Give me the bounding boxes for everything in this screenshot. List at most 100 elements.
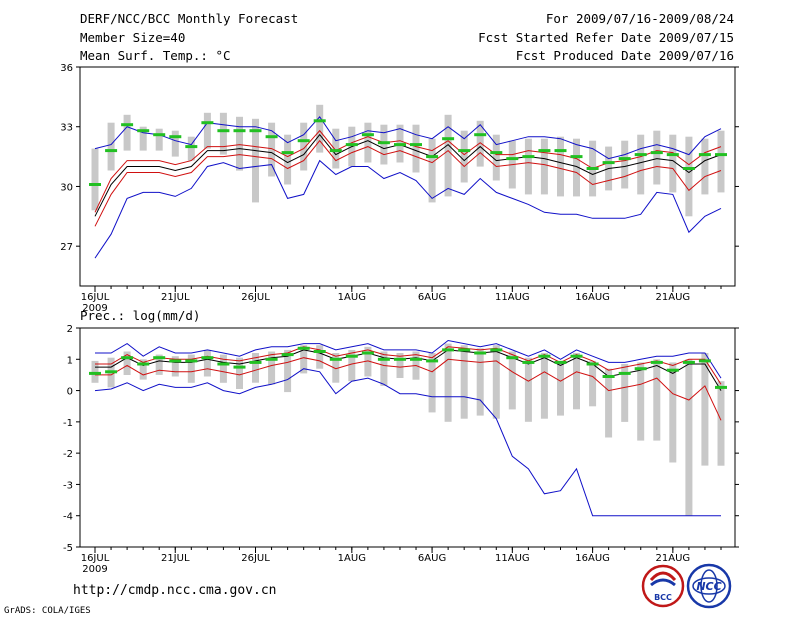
spread-box — [669, 134, 677, 193]
spread-box — [637, 134, 645, 195]
y-tick-label: -5 — [63, 543, 73, 554]
spread-box — [685, 136, 693, 217]
spread-box — [653, 130, 661, 185]
spread-box — [268, 351, 276, 385]
x-tick-label: 16JUL — [81, 292, 110, 303]
spread-box — [460, 345, 468, 419]
temperature-panel: 27 30 33 36 16JUL 21JUL 26JUL 1AUG 6AUG 11AUG 16AU… — [60, 63, 739, 314]
x-tick-label: 11AUG — [495, 292, 530, 303]
produced-date: Fcst Produced Date 2009/07/16 — [515, 48, 734, 63]
spread-box — [605, 368, 613, 438]
spread-box — [203, 112, 211, 149]
spread-box — [637, 362, 645, 441]
x-year-label: 2009 — [82, 303, 107, 314]
spread-box — [685, 359, 693, 516]
spread-box — [107, 122, 115, 171]
series-line-mean-stdev — [95, 357, 722, 421]
x-tick-label: 26JUL — [241, 553, 270, 564]
spread-box — [717, 381, 725, 466]
spread-box — [540, 138, 548, 195]
y-tick-label: -1 — [63, 418, 73, 429]
ncc-logo-text: NCC — [696, 580, 721, 593]
x-tick-label: 21JUL — [161, 292, 190, 303]
spread-box — [91, 360, 99, 383]
forecast-period: For 2009/07/16-2009/08/24 — [545, 11, 734, 26]
spread-box — [380, 351, 388, 386]
spread-box — [139, 126, 147, 151]
spread-box — [236, 116, 243, 171]
spread-box — [171, 130, 179, 157]
series-line-mean-stdev — [94, 139, 722, 227]
spread-box — [252, 118, 259, 203]
source-url[interactable]: http://cmdp.ncc.cma.gov.cn — [73, 583, 277, 598]
spread-box — [300, 345, 308, 374]
spread-box — [540, 353, 548, 419]
spread-box — [476, 348, 484, 416]
spread-box — [187, 136, 195, 161]
x-tick-label: 26JUL — [241, 292, 270, 303]
spread-box — [492, 134, 500, 181]
x-tick-label: 1AUG — [338, 292, 366, 303]
spread-box — [139, 359, 147, 380]
precip-panel-title: Prec.: log(mm/d) — [80, 308, 201, 323]
spread-box — [284, 134, 292, 185]
spread-box — [476, 120, 484, 167]
plot-frame — [79, 327, 736, 548]
x-tick-label: 6AUG — [418, 553, 446, 564]
spread-box — [396, 353, 404, 378]
spread-box — [557, 362, 564, 416]
x-tick-label: 21AUG — [656, 292, 691, 303]
spread-box — [91, 148, 99, 211]
series-line-mean-stdev — [94, 129, 722, 213]
x-tick-label: 6AUG — [418, 292, 446, 303]
spread-box — [428, 353, 436, 413]
grads-credit: GrADS: COLA/IGES — [4, 606, 91, 616]
bcc-logo-swirl — [649, 571, 677, 582]
spread-box — [268, 122, 276, 177]
ncc-logo-ring — [686, 563, 732, 609]
spread-box — [171, 356, 179, 377]
spread-box — [316, 104, 324, 153]
spread-box — [573, 353, 580, 410]
series-line-ensemble-min — [94, 159, 722, 259]
ncc-logo: NCC — [686, 563, 732, 609]
y-tick-label: 33 — [60, 123, 73, 134]
y-tick-label: 36 — [60, 63, 73, 74]
variable-label: Mean Surf. Temp.: °C — [80, 48, 231, 63]
series-line-mean-stdev — [95, 346, 722, 385]
y-tick-label: 2 — [67, 324, 73, 335]
spread-box — [203, 349, 211, 377]
y-tick-label: 27 — [60, 242, 73, 253]
y-tick-label: -2 — [63, 449, 73, 460]
spread-box — [621, 364, 629, 422]
ncc-logo-orbit — [692, 577, 726, 595]
spread-box — [187, 354, 195, 383]
bcc-logo-text: BCC — [654, 593, 672, 602]
spread-box — [444, 343, 452, 422]
spread-box — [252, 353, 259, 383]
spread-box — [123, 114, 131, 151]
spread-box — [300, 122, 308, 171]
spread-box — [589, 360, 597, 407]
refer-date: Fcst Started Refer Date 2009/07/15 — [478, 30, 734, 45]
x-tick-label: 16JUL — [81, 553, 110, 564]
series-line-ensemble-min — [94, 368, 721, 517]
spread-box — [332, 353, 340, 383]
spread-box — [701, 138, 709, 195]
member-size: Member Size=40 — [80, 30, 186, 45]
spread-box — [653, 359, 661, 441]
spread-box — [219, 112, 227, 155]
spread-box — [155, 128, 163, 151]
y-tick-label: 1 — [67, 355, 73, 366]
x-tick-label: 16AUG — [575, 292, 610, 303]
series-line-ensemble-max — [95, 339, 722, 379]
x-tick-label: 21JUL — [161, 553, 190, 564]
series-line-ensemble-mean — [95, 349, 722, 391]
spread-box — [219, 354, 227, 383]
spread-box — [669, 362, 677, 463]
precipitation-panel: -5 -4 -3 -2 -1 0 1 2 16JUL 21JUL 26JUL 1AUG 6AUG 11AU… — [63, 324, 739, 575]
x-tick-label: 21AUG — [656, 553, 691, 564]
y-tick-label: -4 — [63, 512, 73, 523]
spread-box — [573, 138, 580, 197]
spread-box — [123, 351, 131, 375]
